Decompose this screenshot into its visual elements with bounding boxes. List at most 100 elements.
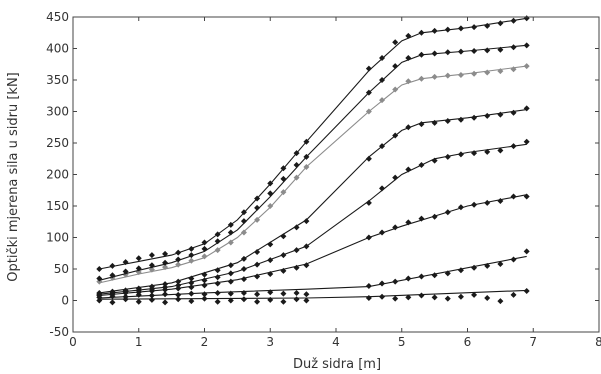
data-point	[175, 261, 182, 268]
data-point	[254, 216, 261, 223]
data-point	[510, 17, 517, 24]
data-point	[293, 150, 300, 157]
data-point	[497, 147, 504, 154]
data-point	[510, 109, 517, 116]
data-point	[227, 290, 234, 297]
x-tick-label: 1	[135, 335, 143, 349]
x-tick-label: 7	[529, 335, 537, 349]
data-point	[267, 203, 274, 209]
data-point	[175, 285, 182, 292]
data-point	[201, 295, 208, 302]
x-tick-label: 0	[69, 335, 77, 349]
series-6	[96, 63, 530, 285]
data-point	[96, 297, 103, 304]
data-point	[240, 289, 247, 296]
data-point	[418, 121, 425, 128]
data-point	[293, 296, 300, 303]
data-point	[444, 26, 451, 33]
data-point	[379, 54, 386, 61]
data-point	[510, 256, 517, 263]
data-point	[240, 296, 247, 303]
data-point	[175, 296, 182, 303]
data-point	[379, 77, 386, 83]
data-point	[457, 116, 464, 123]
data-point	[379, 185, 386, 192]
x-tick-label: 5	[398, 335, 406, 349]
data-point	[444, 209, 451, 216]
data-point	[267, 289, 274, 296]
data-point	[484, 22, 491, 29]
data-point	[162, 281, 169, 288]
y-tick-label: 50	[54, 262, 69, 276]
data-point	[523, 15, 530, 22]
x-tick-label: 6	[464, 335, 472, 349]
data-point	[379, 229, 386, 236]
y-tick-label: 300	[46, 105, 69, 119]
y-tick-label: 350	[46, 73, 69, 87]
data-point	[293, 247, 300, 254]
data-point	[418, 273, 425, 280]
data-point	[303, 291, 310, 298]
data-point	[162, 250, 169, 257]
data-point	[280, 175, 287, 182]
data-point	[365, 89, 372, 96]
data-point	[431, 27, 438, 34]
data-point	[148, 252, 155, 259]
data-point	[240, 218, 247, 225]
data-point	[214, 280, 221, 287]
data-point	[510, 44, 517, 51]
data-point	[267, 241, 274, 248]
data-point	[444, 72, 451, 79]
data-point	[280, 189, 287, 196]
data-point	[175, 278, 182, 285]
data-point	[240, 266, 247, 272]
data-point	[484, 262, 491, 269]
data-point	[471, 201, 478, 208]
fit-line	[99, 65, 527, 284]
data-point	[457, 71, 464, 78]
data-point	[201, 239, 208, 246]
data-point	[135, 265, 142, 272]
data-point	[240, 229, 247, 236]
data-point	[162, 264, 169, 271]
data-point	[523, 63, 530, 70]
data-point	[405, 275, 412, 282]
data-point	[175, 282, 182, 289]
data-point	[188, 298, 195, 305]
data-point	[457, 25, 464, 32]
data-point	[109, 272, 116, 279]
data-point	[188, 257, 195, 264]
data-point	[148, 283, 155, 290]
data-point	[497, 46, 504, 53]
data-point	[240, 276, 247, 283]
data-point	[523, 288, 530, 295]
data-point	[431, 272, 438, 279]
series-7	[96, 42, 530, 282]
data-point	[122, 287, 129, 294]
data-point	[188, 290, 195, 297]
data-point	[188, 284, 195, 291]
data-point	[471, 264, 478, 271]
data-point	[484, 294, 491, 301]
data-point	[484, 69, 491, 76]
series-5	[96, 105, 530, 296]
data-point	[201, 271, 208, 278]
data-point	[227, 229, 234, 236]
data-point	[148, 296, 155, 303]
data-point	[254, 204, 261, 211]
data-point	[96, 266, 103, 272]
data-point	[444, 295, 451, 302]
data-point	[457, 48, 464, 55]
data-point	[471, 70, 478, 77]
data-point	[214, 238, 221, 245]
data-point	[227, 270, 234, 277]
data-point	[392, 63, 399, 70]
data-point	[175, 249, 182, 256]
data-point	[175, 291, 182, 298]
data-point	[444, 49, 451, 56]
series-3	[96, 193, 530, 299]
data-point	[379, 97, 386, 104]
data-point	[484, 199, 491, 206]
data-point	[214, 247, 221, 254]
data-point	[405, 78, 412, 85]
